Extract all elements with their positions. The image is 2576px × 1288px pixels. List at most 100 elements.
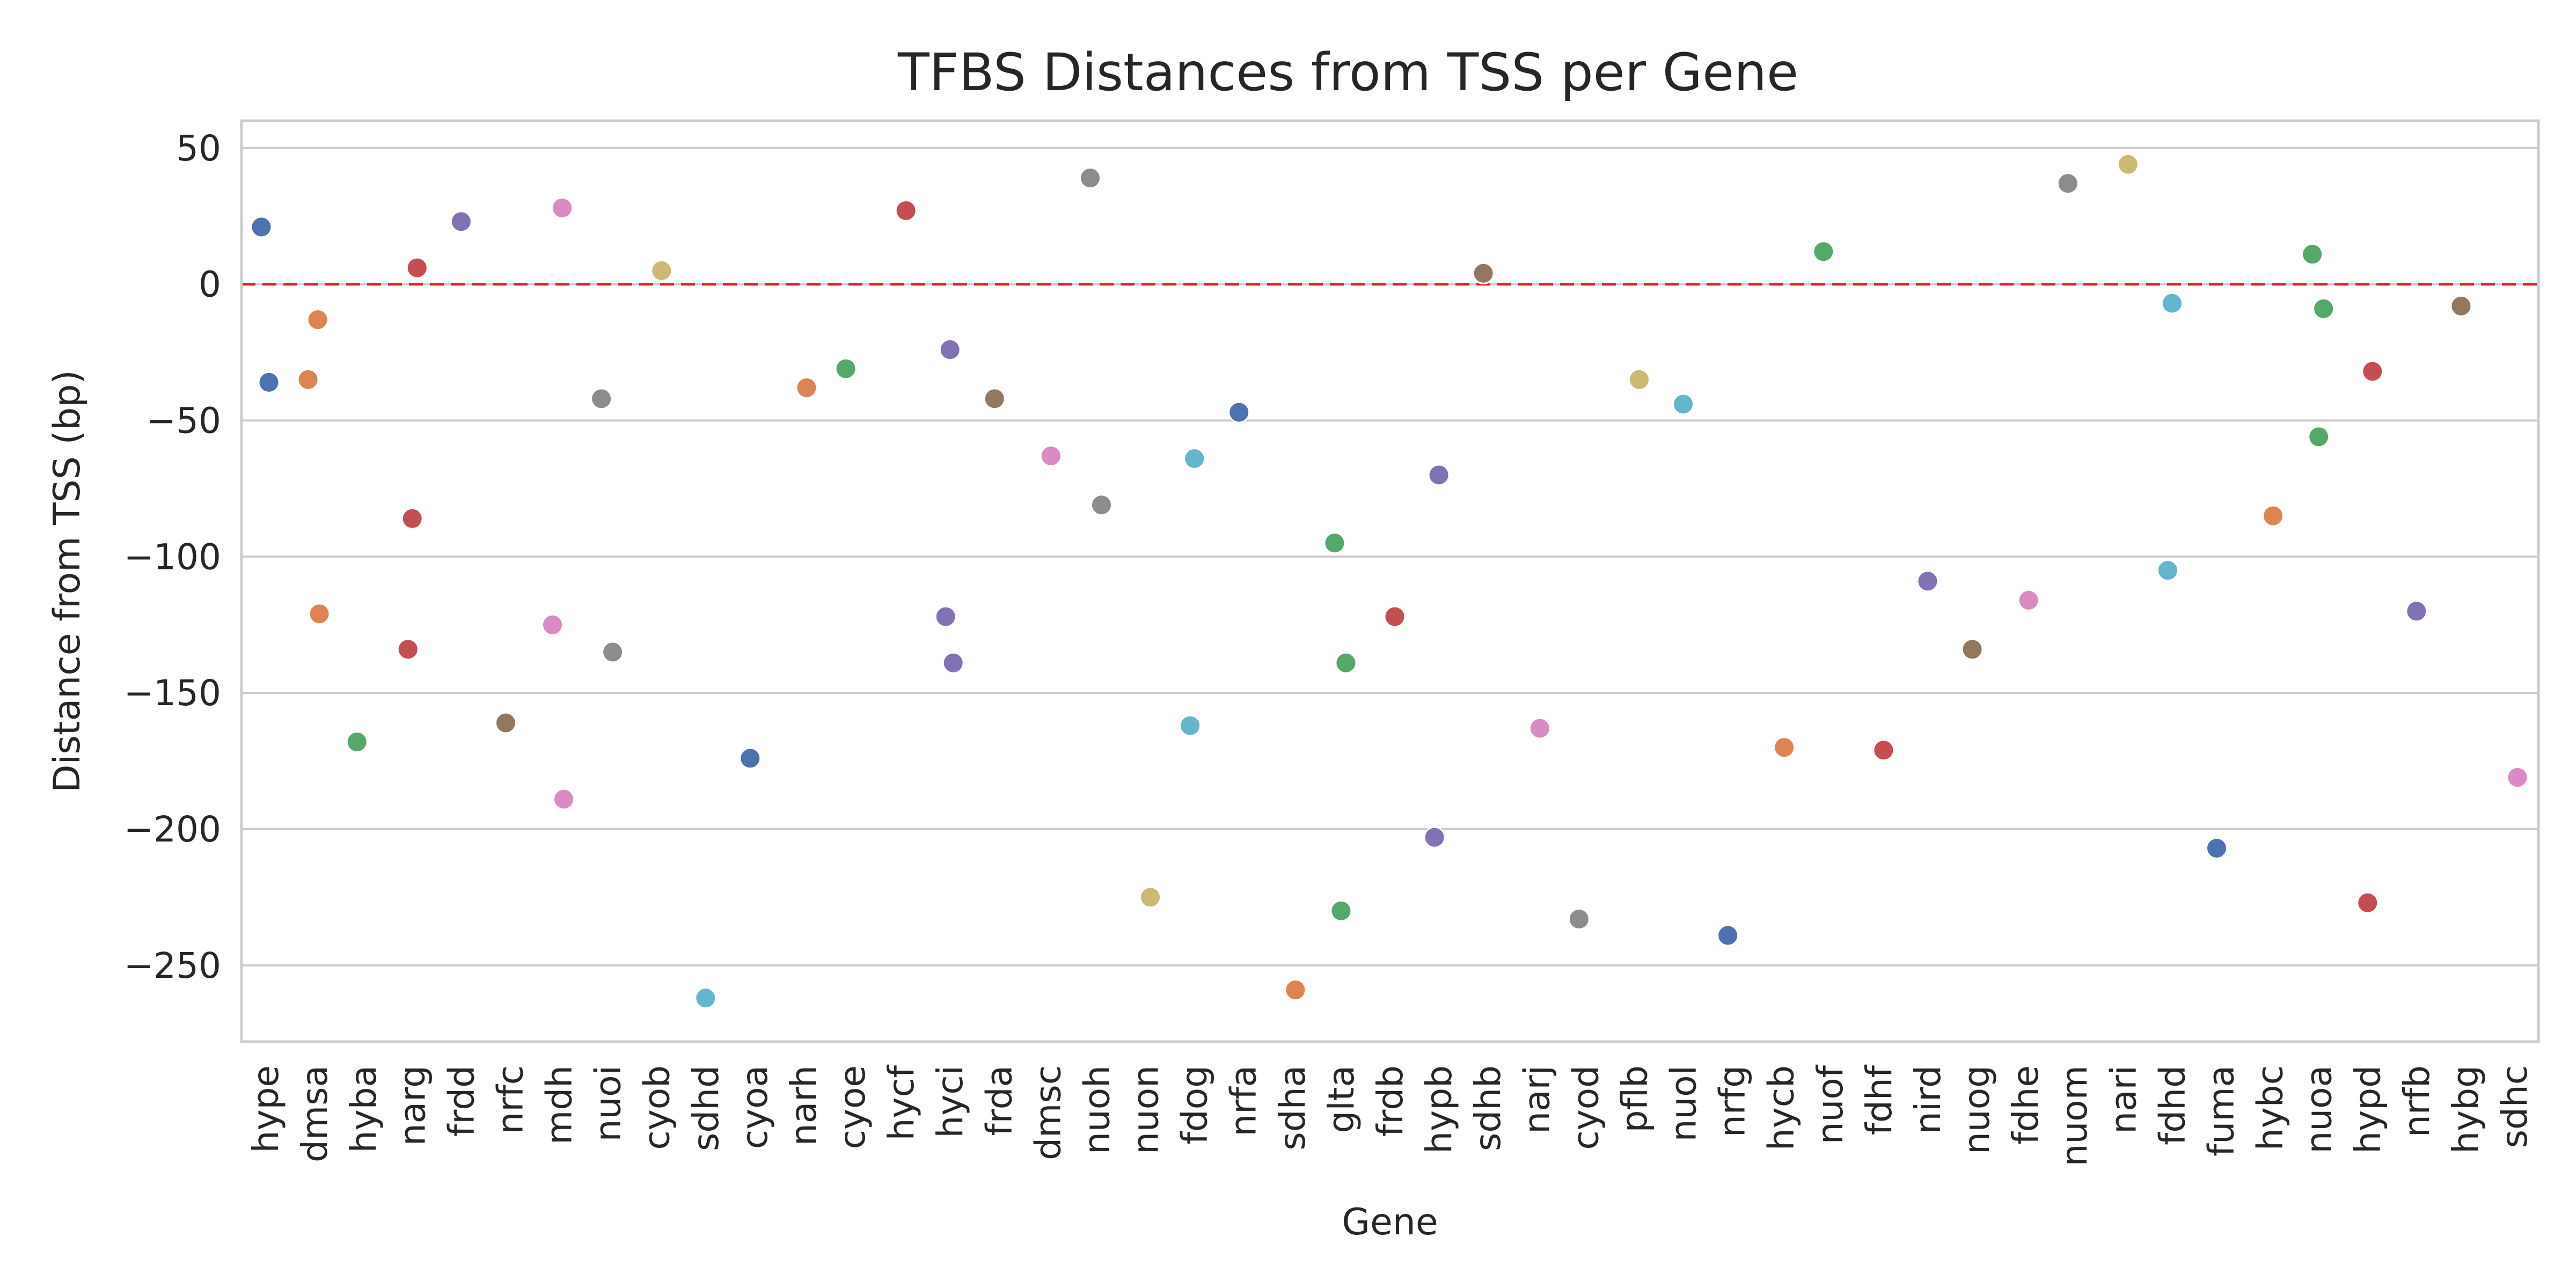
x-tick-label: hybc xyxy=(2250,1065,2291,1151)
data-point-hypd xyxy=(2361,360,2384,383)
data-point-fdhd xyxy=(2161,292,2183,314)
data-point-nuoa xyxy=(2301,243,2324,266)
data-point-nuoi xyxy=(602,641,624,663)
data-point-hyci xyxy=(939,338,961,361)
data-point-cyoe xyxy=(835,357,857,380)
data-point-nuoh xyxy=(1090,494,1113,516)
data-point-dmsa xyxy=(297,368,319,391)
data-point-fdog xyxy=(1179,714,1202,737)
x-tick-label: nuon xyxy=(1125,1065,1167,1154)
data-point-nuog xyxy=(1961,638,1984,661)
data-point-hycf xyxy=(895,200,917,222)
x-tick-label: dmsc xyxy=(1027,1065,1069,1160)
data-point-glta xyxy=(1323,532,1346,554)
data-point-fuma xyxy=(2205,837,2228,860)
x-tick-label: glta xyxy=(1321,1065,1362,1133)
data-point-narg xyxy=(406,257,428,279)
data-point-narj xyxy=(1528,717,1551,740)
data-point-hypb xyxy=(1423,826,1446,848)
x-tick-label: fdog xyxy=(1174,1065,1216,1144)
x-tick-labels: hype dmsa hyba narg frdd nrfc mdh nuoi cyob sdhd c… xyxy=(245,1064,2535,1166)
data-point-nuoa xyxy=(2308,426,2330,448)
data-point-sdhb xyxy=(1472,262,1495,284)
data-point-mdh xyxy=(541,613,564,636)
data-point-fdhe xyxy=(2017,589,2040,612)
y-tick-label: 0 xyxy=(199,264,221,305)
x-tick-label: nuoi xyxy=(588,1065,629,1141)
x-tick-label: pflb xyxy=(1614,1065,1655,1132)
x-tick-label: cyod xyxy=(1565,1065,1606,1150)
data-point-sdha xyxy=(1284,979,1307,1001)
x-tick-label: hyci xyxy=(930,1065,971,1138)
x-tick-label: hype xyxy=(245,1065,287,1153)
x-tick-label: hycb xyxy=(1761,1065,1802,1151)
data-point-dmsc xyxy=(1040,444,1062,467)
data-point-nuom xyxy=(2057,172,2079,195)
y-axis-label: Distance from TSS (bp) xyxy=(46,370,89,793)
x-tick-label: nuol xyxy=(1663,1065,1704,1141)
data-point-hype xyxy=(250,216,273,238)
y-tick-label: −100 xyxy=(124,536,221,577)
y-tick-label: −250 xyxy=(124,945,221,986)
x-tick-label: mdh xyxy=(539,1065,580,1145)
plot-frame xyxy=(240,119,2540,1043)
x-tick-label: fdhd xyxy=(2151,1065,2193,1145)
data-point-fdhf xyxy=(1872,739,1895,762)
data-point-cyod xyxy=(1568,908,1590,931)
x-tick-label: nrfb xyxy=(2396,1065,2438,1137)
x-tick-label: sdhd xyxy=(685,1065,727,1151)
data-point-narg xyxy=(397,638,419,661)
data-point-dmsa xyxy=(308,603,331,625)
x-tick-label: hyba xyxy=(343,1065,384,1153)
data-point-sdhd xyxy=(694,987,717,1009)
y-tick-label: 50 xyxy=(176,128,221,169)
x-tick-label: fuma xyxy=(2200,1065,2242,1157)
x-tick-label: hypd xyxy=(2347,1065,2389,1154)
y-tick-label: −50 xyxy=(147,400,221,441)
x-tick-label: nuoh xyxy=(1076,1065,1117,1154)
x-tick-label: nuoa xyxy=(2299,1065,2340,1153)
x-tick-label: dmsa xyxy=(294,1065,335,1162)
x-tick-label: nuom xyxy=(2054,1065,2095,1166)
data-point-hyci xyxy=(934,605,957,628)
x-tick-label: cyob xyxy=(636,1065,678,1150)
x-tick-label: nrfa xyxy=(1223,1065,1264,1137)
data-point-nari xyxy=(2117,153,2139,175)
x-tick-label: sdhb xyxy=(1467,1065,1509,1151)
x-tick-label: frdb xyxy=(1370,1065,1411,1137)
data-point-cyoa xyxy=(739,747,762,770)
data-point-frda xyxy=(983,387,1006,410)
data-point-nird xyxy=(1916,570,1939,592)
data-point-nrfb xyxy=(2405,600,2428,623)
chart-title: TFBS Distances from TSS per Gene xyxy=(897,42,1798,103)
x-tick-label: fdhf xyxy=(1858,1064,1900,1135)
x-tick-label: cyoe xyxy=(832,1065,873,1149)
data-point-fdhd xyxy=(2156,559,2179,582)
y-tick-label: −150 xyxy=(124,672,221,714)
data-point-narg xyxy=(401,507,423,530)
x-tick-label: nari xyxy=(2103,1065,2144,1134)
data-point-hyba xyxy=(346,731,368,753)
data-point-hyci xyxy=(942,652,964,674)
data-point-nuon xyxy=(1139,886,1162,909)
x-tick-label: nrfg xyxy=(1712,1065,1753,1137)
data-point-mdh xyxy=(553,788,575,810)
x-tick-label: narj xyxy=(1516,1065,1557,1134)
x-tick-label: cyoa xyxy=(734,1065,775,1149)
x-tick-label: sdha xyxy=(1272,1065,1313,1151)
x-axis-label: Gene xyxy=(1342,1201,1438,1243)
data-point-glta xyxy=(1330,899,1352,922)
x-tick-label: nrfc xyxy=(489,1065,531,1135)
data-point-nuof xyxy=(1812,240,1835,263)
data-point-hypb xyxy=(1428,464,1450,486)
y-tick-labels: 50 0 −50 −100 −150 −200 −250 xyxy=(124,128,221,986)
x-tick-label: narh xyxy=(783,1065,824,1146)
data-point-dmsa xyxy=(306,309,329,331)
x-tick-label: frdd xyxy=(441,1065,482,1137)
data-point-nuoi xyxy=(590,387,613,410)
data-point-nrfa xyxy=(1228,401,1250,423)
data-point-nuol xyxy=(1672,393,1695,415)
x-tick-label: narg xyxy=(392,1065,433,1146)
data-point-nrfc xyxy=(494,712,517,734)
